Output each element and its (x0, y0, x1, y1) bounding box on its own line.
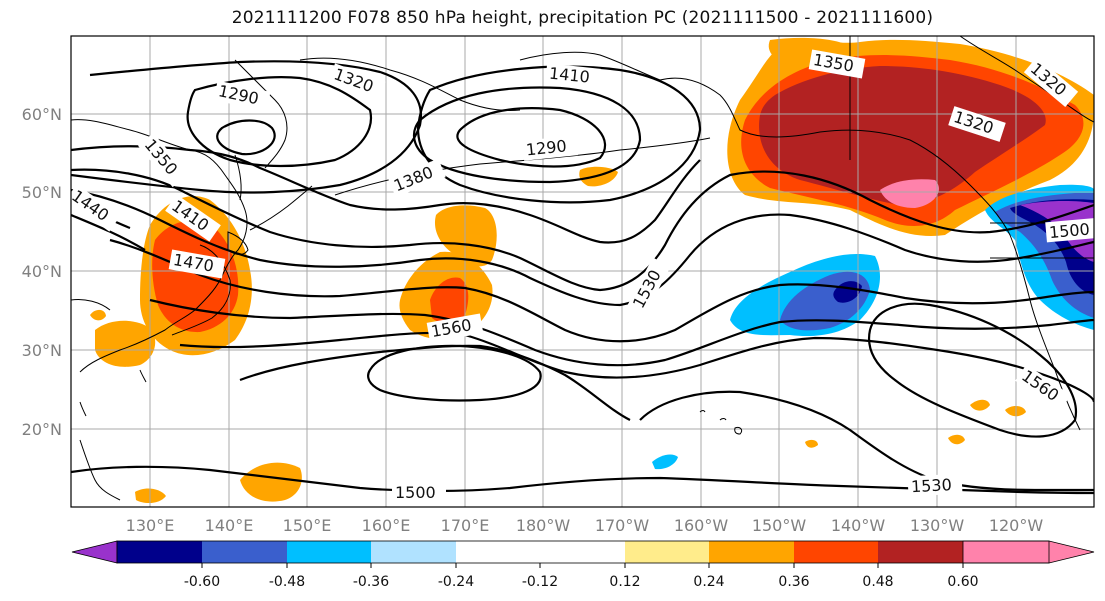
colorbar-tick-label: -0.24 (438, 574, 474, 590)
precip-central-orange-upper (434, 205, 497, 267)
lon-label: 170°E (441, 516, 490, 535)
lon-label: 130°W (910, 516, 965, 535)
lat-label: 60°N (22, 105, 62, 124)
colorbar-tick-label: -0.60 (184, 574, 220, 590)
precip-hawaii-cyan (652, 454, 678, 470)
colorbar-segment (287, 541, 371, 563)
alaska-coast (659, 77, 1081, 431)
lat-label: 40°N (22, 262, 62, 281)
colorbar: -0.60 -0.48 -0.36 -0.24 -0.12 0.12 0.24 … (71, 540, 1095, 590)
ryukyu-chain (79, 369, 147, 417)
kuril-islands (249, 185, 313, 231)
map-title: 2021111200 F078 850 hPa height, precipit… (231, 8, 934, 28)
height-contours (71, 60, 1094, 495)
colorbar-ticks (201, 563, 964, 568)
precip-gulf-alaska-darkred (759, 66, 1046, 205)
lon-label: 150°E (283, 516, 332, 535)
lon-label: 140°W (831, 516, 886, 535)
map-frame (70, 35, 1095, 508)
precip-east-sub4 (805, 439, 818, 448)
contour-1560-loop (367, 344, 542, 402)
precip-central-red (430, 277, 469, 323)
lon-label: 180°W (516, 516, 571, 535)
lat-label: 50°N (22, 183, 62, 202)
lon-label: 130°E (126, 516, 175, 535)
contour-1380-main (71, 145, 701, 244)
lon-label: 150°W (752, 516, 807, 535)
colorbar-segment (878, 541, 963, 563)
contour-1320-west (186, 76, 373, 168)
precip-south-japan-orange (95, 320, 156, 367)
kamchatka-coast (234, 59, 288, 169)
gridlines (71, 36, 1094, 507)
precip-japan-red (152, 220, 239, 333)
contour-1440 (71, 188, 1094, 307)
colorbar-segment (540, 541, 625, 563)
contour-1560-east (868, 302, 1078, 438)
contour-1350-pacific (416, 65, 702, 204)
colorbar-segment (117, 541, 202, 563)
contour-1290-asia (216, 119, 276, 156)
contour-1530-south (639, 390, 1094, 492)
contour-1410-west (71, 213, 146, 251)
contour-1290-pacific (456, 107, 607, 168)
contour-label: 1410 (548, 64, 590, 87)
contour-1530-north (179, 331, 1094, 403)
precip-tropical-w-orange (240, 462, 302, 502)
colorbar-segment (371, 541, 456, 563)
precip-gulf-alaska-pink (880, 179, 939, 208)
lon-label: 160°E (362, 516, 411, 535)
colorbar-tick-label: -0.36 (353, 574, 389, 590)
siberia-northeast (299, 57, 521, 111)
colorbar-tick-label: 0.12 (609, 574, 640, 590)
colorbar-segment (202, 541, 287, 563)
hawaii-islands (699, 410, 743, 435)
colorbar-segment (962, 540, 1095, 564)
colorbar-segment (71, 540, 118, 564)
lon-label: 140°E (205, 516, 254, 535)
colorbar-tick-label: -0.12 (522, 574, 558, 590)
colorbar-segment (709, 541, 794, 563)
precip-east-sub3 (948, 434, 965, 445)
colorbar-tick-label: 0.24 (693, 574, 724, 590)
lat-label: 20°N (22, 420, 62, 439)
contour-1470 (109, 238, 1094, 343)
colorbar-segment (456, 541, 540, 563)
chukotka (519, 51, 661, 81)
colorbar-tick-label: 0.60 (947, 574, 978, 590)
contour-labels: 1290 1320 1410 1350 1320 1290 1320 1350 … (71, 49, 1094, 502)
map-area: 1290 1320 1410 1350 1320 1290 1320 1350 … (71, 36, 1094, 507)
taiwan-philippines (79, 439, 121, 501)
asia-coast (71, 119, 248, 373)
contour-label: 1500 (1048, 220, 1090, 242)
precip-ryukyu-orange (90, 309, 106, 321)
contour-1500-north (149, 298, 1094, 367)
lon-label: 170°W (595, 516, 650, 535)
contour-1410 (71, 168, 1094, 292)
contour-label: 1500 (395, 483, 436, 502)
colorbar-tick-label: -0.48 (269, 574, 305, 590)
contour-1350-west (71, 60, 423, 194)
lat-label: 30°N (22, 341, 62, 360)
colorbar-segment (794, 541, 878, 563)
colorbar-tick-label: 0.48 (862, 574, 893, 590)
colorbar-tick-label: 0.36 (778, 574, 809, 590)
contour-1320-pacific (412, 86, 642, 184)
lon-label: 120°W (989, 516, 1044, 535)
contour-label: 1530 (911, 475, 953, 496)
longitude-labels: 130°E 140°E 150°E 160°E 170°E 180°W 170°… (126, 516, 1044, 535)
canada-coast (959, 36, 1094, 123)
lon-label: 160°W (674, 516, 729, 535)
latitude-labels: 60°N 50°N 40°N 30°N 20°N (22, 105, 62, 439)
contour-label: 1290 (525, 136, 567, 159)
precip-east-sub1 (970, 399, 990, 411)
colorbar-segment (625, 541, 709, 563)
